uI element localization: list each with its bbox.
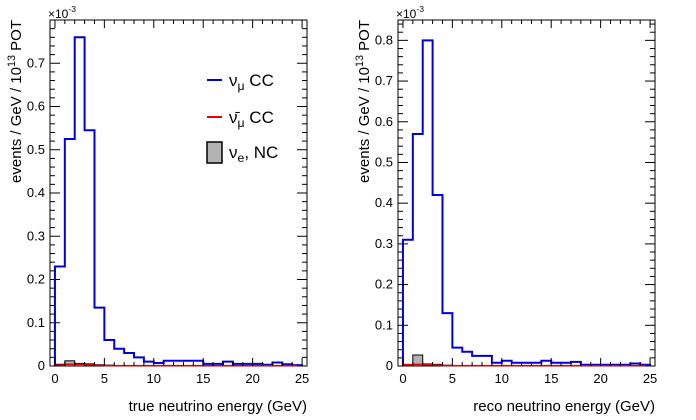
true-y-axis-label: events / GeV / 1013​ POT — [6, 20, 25, 183]
true-y-axis-label-group: events / GeV / 1013​ POT — [6, 20, 25, 183]
true-y-tick-label: 0.6 — [27, 99, 45, 114]
true-energy-panel: 0 5 10 15 20 25 0 0.1 0.2 0.3 0.4 0.5 0.6 0.7 ×10-3​ tr… — [6, 4, 309, 415]
reco-x-tick-label: 10 — [495, 371, 509, 386]
legend-numubar-cc-label: ν̄μ​ CC — [229, 108, 274, 130]
true-x-tick-label: 5 — [101, 371, 108, 386]
reco-energy-panel: 0 5 10 15 20 25 0 0.1 0.2 0.3 0.4 0.5 0.6 0.7 0.8×10-3… — [354, 4, 657, 415]
true-y-tick-label: 0.7 — [27, 55, 45, 70]
reco-y-tick-label: 0.7 — [375, 73, 393, 88]
reco-x-tick-label: 20 — [593, 371, 607, 386]
reco-x-tick-label: 15 — [544, 371, 558, 386]
true-y-tick-label: 0 — [38, 358, 45, 373]
reco-y-tick-label: 0.6 — [375, 114, 393, 129]
reco-exponent-label: ×10-3​ — [396, 4, 424, 21]
reco-nue_nc_fill-bin — [412, 354, 424, 367]
legend: νμ​ CC ν̄μ​ CC νe​, NC — [206, 71, 278, 165]
true-y-tick-label: 0.3 — [27, 228, 45, 243]
reco-y-axis-label-group: events / GeV / 1013​ POT — [354, 20, 373, 183]
reco-x-axis-label: reco neutrino energy (GeV) — [473, 398, 655, 415]
true-x-tick-label: 10 — [147, 371, 161, 386]
true-y-tick-label: 0.2 — [27, 272, 45, 287]
reco-plot-frame — [397, 19, 656, 367]
reco-x-tick-label: 5 — [449, 371, 456, 386]
reco-numu_cc-series — [401, 39, 652, 366]
true-numu_cc-series — [53, 36, 304, 367]
reco-y-tick-label: 0.2 — [375, 277, 393, 292]
true-exponent-label: ×10-3​ — [48, 4, 76, 21]
true-x-tick-label: 25 — [295, 371, 309, 386]
true-x-axis-label: true neutrino energy (GeV) — [129, 398, 307, 415]
reco-y-tick-label: 0.8 — [375, 32, 393, 47]
true-x-tick-label: 0 — [51, 371, 58, 386]
true-nue_nc_fill-bin — [64, 360, 76, 367]
reco-numubar_cc-series — [402, 363, 651, 367]
reco-y-tick-label: 0.4 — [375, 195, 393, 210]
reco-x-tick-label: 0 — [399, 371, 406, 386]
reco-x-tick-label: 25 — [643, 371, 657, 386]
reco-y-tick-label: 0.3 — [375, 236, 393, 251]
true-x-tick-label: 15 — [196, 371, 210, 386]
true-x-tick-label: 20 — [245, 371, 259, 386]
true-y-tick-label: 0.5 — [27, 142, 45, 157]
reco-y-tick-label: 0.1 — [375, 317, 393, 332]
reco-y-tick-label: 0 — [386, 358, 393, 373]
legend-nue-nc-label: νe​, NC — [229, 143, 278, 165]
true-y-tick-label: 0.1 — [27, 315, 45, 330]
reco-y-axis-label: events / GeV / 1013​ POT — [354, 20, 373, 183]
legend-nue-nc-swatch — [206, 141, 223, 164]
legend-numu-cc-label: νμ​ CC — [229, 71, 274, 93]
reco-y-tick-label: 0.5 — [375, 154, 393, 169]
true-y-tick-label: 0.4 — [27, 185, 45, 200]
